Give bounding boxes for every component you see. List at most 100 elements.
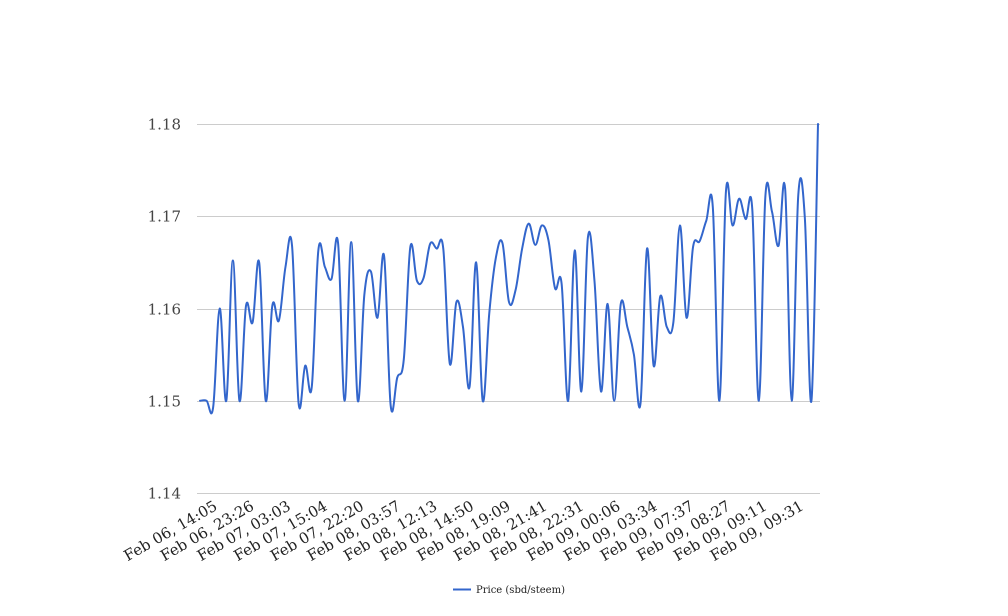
- data-point: [356, 399, 359, 402]
- data-point: [593, 279, 596, 282]
- series-layer: [199, 123, 820, 415]
- data-point: [277, 319, 280, 322]
- y-tick-label: 1.17: [148, 208, 181, 226]
- data-point: [757, 399, 760, 402]
- data-point: [810, 399, 813, 402]
- data-point: [540, 224, 543, 227]
- data-point: [271, 304, 274, 307]
- data-point: [777, 244, 780, 247]
- data-point: [659, 295, 662, 298]
- data-point: [619, 302, 622, 305]
- data-point: [350, 241, 353, 244]
- data-point: [448, 362, 451, 365]
- data-point: [672, 321, 675, 324]
- data-point: [199, 399, 202, 402]
- data-point: [330, 277, 333, 280]
- data-point: [264, 399, 267, 402]
- data-point: [639, 402, 642, 405]
- data-point: [573, 249, 576, 252]
- data-point: [337, 242, 340, 245]
- data-point: [245, 304, 248, 307]
- data-point: [586, 236, 589, 239]
- data-point: [580, 390, 583, 393]
- data-point: [442, 247, 445, 250]
- data-point: [310, 385, 313, 388]
- data-point: [738, 197, 741, 200]
- data-point: [376, 316, 379, 319]
- data-point: [258, 261, 261, 264]
- data-point: [501, 242, 504, 245]
- y-tick-label: 1.14: [148, 485, 181, 503]
- data-point: [514, 289, 517, 292]
- data-point: [455, 301, 458, 304]
- data-point: [724, 190, 727, 193]
- data-point: [317, 249, 320, 252]
- data-point: [468, 385, 471, 388]
- data-point: [770, 210, 773, 213]
- data-point: [435, 247, 438, 250]
- data-point: [304, 364, 307, 367]
- data-point: [508, 301, 511, 304]
- data-point: [560, 282, 563, 285]
- data-point: [527, 222, 530, 225]
- data-point: [369, 270, 372, 273]
- data-point: [218, 307, 221, 310]
- data-point: [797, 194, 800, 197]
- data-point: [751, 207, 754, 210]
- data-point: [606, 302, 609, 305]
- data-point: [251, 321, 254, 324]
- data-point: [665, 325, 668, 328]
- data-point: [363, 293, 366, 296]
- data-point: [711, 206, 714, 209]
- data-point: [396, 376, 399, 379]
- data-point: [803, 217, 806, 220]
- data-point: [383, 254, 386, 257]
- data-point: [784, 187, 787, 190]
- data-point: [554, 287, 557, 290]
- data-point: [297, 402, 300, 405]
- data-point: [718, 399, 721, 402]
- data-point: [731, 224, 734, 227]
- data-point: [613, 399, 616, 402]
- legend: Price (sbd/steem): [453, 585, 565, 596]
- data-point: [212, 406, 215, 409]
- data-point: [231, 259, 234, 262]
- data-point: [402, 358, 405, 361]
- data-point: [790, 399, 793, 402]
- gridlines: [197, 124, 820, 494]
- data-point: [238, 399, 241, 402]
- data-point: [461, 325, 464, 328]
- data-point: [547, 239, 550, 242]
- data-point: [652, 364, 655, 367]
- data-point: [409, 245, 412, 248]
- y-axis-ticks: 1.14 1.15 1.16 1.17 1.18: [148, 116, 181, 503]
- data-point: [488, 312, 491, 315]
- data-point: [698, 240, 701, 243]
- data-point: [323, 265, 326, 268]
- data-point: [205, 399, 208, 402]
- data-point: [567, 399, 570, 402]
- data-point: [415, 279, 418, 282]
- data-point: [692, 245, 695, 248]
- data-point: [481, 399, 484, 402]
- data-point: [600, 390, 603, 393]
- data-point: [678, 224, 681, 227]
- data-point: [646, 247, 649, 250]
- data-point: [705, 219, 708, 222]
- data-point: [389, 404, 392, 407]
- data-point: [291, 244, 294, 247]
- series-line-price: [199, 123, 819, 415]
- data-point: [422, 277, 425, 280]
- y-tick-label: 1.15: [148, 393, 181, 411]
- data-point: [494, 256, 497, 259]
- data-point: [284, 265, 287, 268]
- data-point: [475, 261, 478, 264]
- data-point: [817, 123, 820, 126]
- data-point: [521, 247, 524, 250]
- data-point: [685, 316, 688, 319]
- y-tick-label: 1.18: [148, 116, 181, 134]
- y-tick-label: 1.16: [148, 301, 181, 319]
- data-point: [534, 243, 537, 246]
